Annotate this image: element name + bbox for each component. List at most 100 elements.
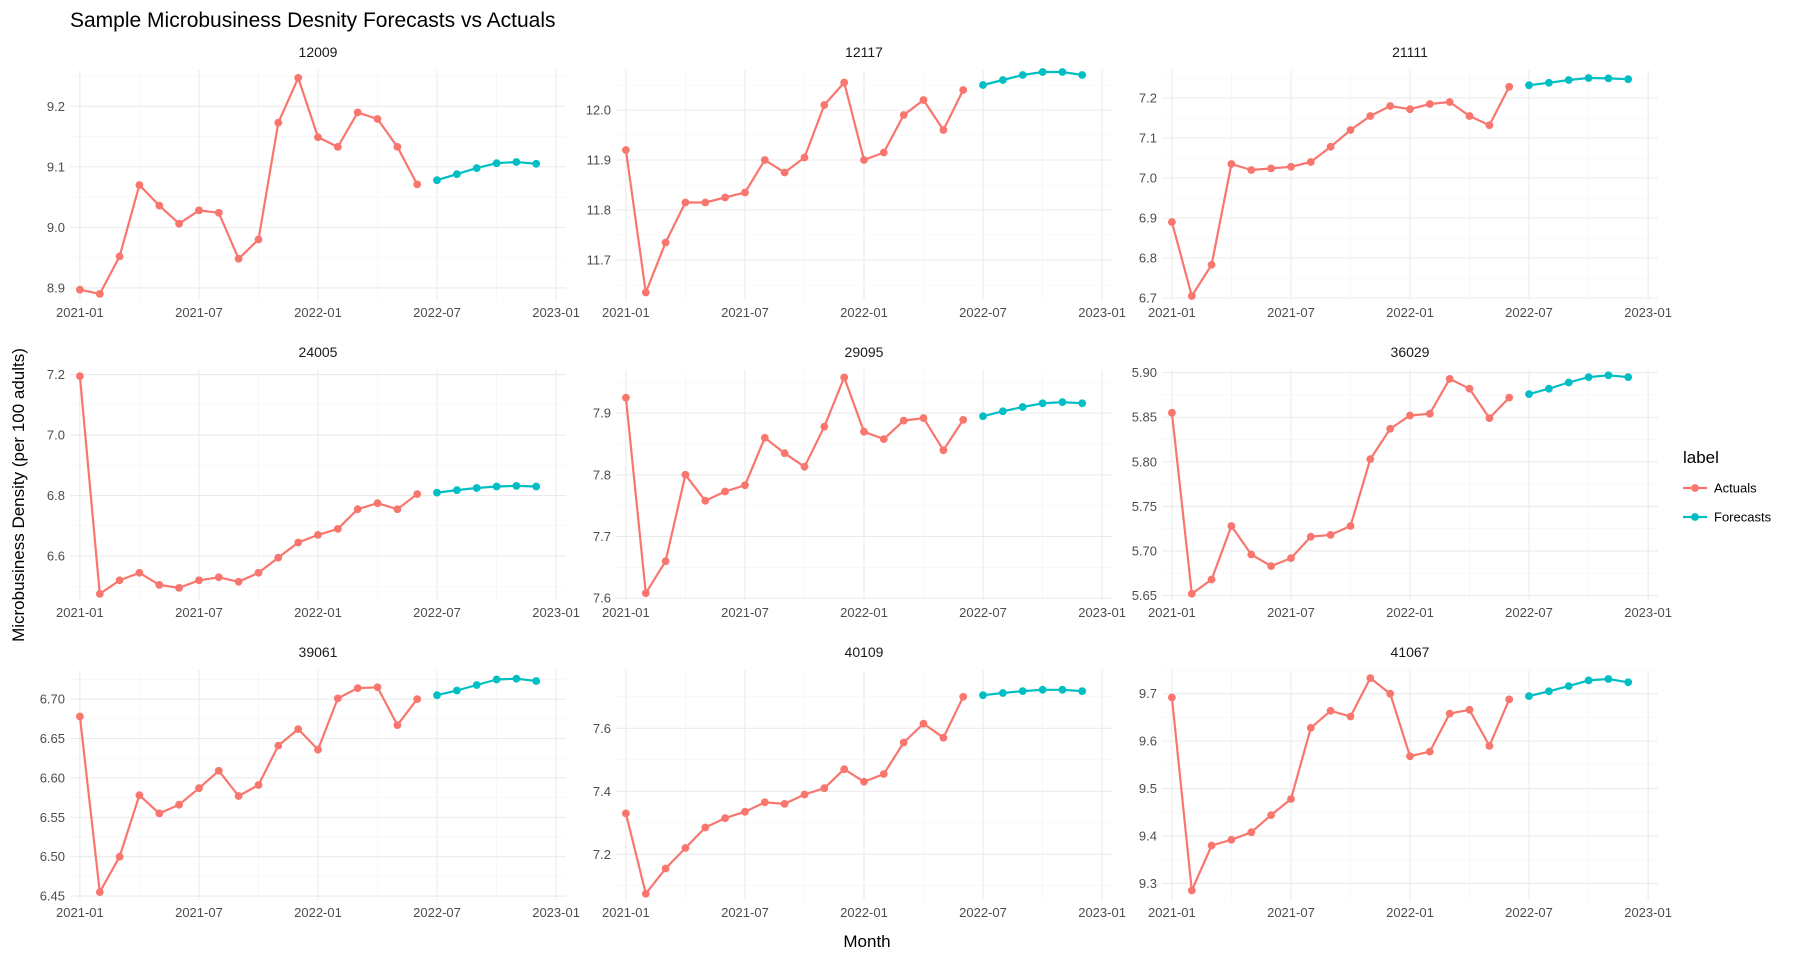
actuals-point (333, 694, 342, 703)
actuals-point (314, 133, 322, 142)
x-tick-label: 2022-01 (294, 305, 342, 320)
actuals-point (1267, 811, 1275, 819)
actuals-point (1386, 689, 1395, 698)
actuals-point (899, 738, 908, 747)
actuals-point (1445, 98, 1454, 106)
actuals-point (800, 790, 809, 799)
actuals-point (760, 798, 769, 807)
legend-key-point (1691, 484, 1699, 492)
x-tick-label: 2021-01 (56, 605, 104, 620)
forecasts-point (1545, 384, 1553, 393)
actuals-point (1366, 455, 1375, 463)
actuals-point (234, 577, 243, 586)
actuals-point (294, 725, 303, 733)
actuals-point (879, 435, 888, 443)
actuals-point (1406, 105, 1414, 114)
actuals-point (1485, 121, 1494, 130)
forecasts-point (472, 484, 481, 492)
y-tick-label: 9.0 (47, 220, 65, 235)
x-tick-label: 2021-01 (602, 905, 650, 920)
actuals-point (780, 168, 789, 177)
actuals-point (314, 745, 322, 754)
forecasts-point (532, 482, 541, 491)
forecasts-point (492, 159, 501, 168)
y-tick-label: 11.8 (587, 203, 611, 218)
actuals-point (155, 581, 164, 589)
x-tick-label: 2023-01 (1078, 905, 1126, 920)
forecasts-point (1078, 71, 1087, 79)
forecasts-point (979, 81, 987, 89)
y-tick-label: 7.8 (593, 467, 611, 482)
forecasts-point (999, 407, 1007, 416)
forecasts-point (532, 159, 541, 168)
facet-label: 39061 (299, 644, 338, 660)
x-tick-label: 2021-01 (56, 305, 104, 320)
actuals-point (175, 219, 184, 228)
actuals-point (413, 180, 422, 189)
actuals-line (624, 696, 965, 895)
facet-label: 40109 (845, 644, 884, 660)
forecasts-point (1624, 373, 1633, 381)
forecasts-point (1624, 678, 1633, 687)
actuals-point (1386, 424, 1395, 433)
facet-label: 12009 (299, 44, 338, 60)
forecasts-point (1525, 81, 1533, 90)
actuals-line (1170, 676, 1511, 892)
y-tick-label: 5.85 (1132, 410, 1157, 425)
actuals-point (939, 446, 948, 455)
actuals-point (860, 777, 868, 786)
actuals-point (641, 589, 650, 598)
y-tick-label: 6.7 (1139, 291, 1157, 306)
actuals-point (939, 733, 948, 742)
actuals-line (1170, 377, 1510, 595)
actuals-point (1207, 260, 1216, 269)
actuals-point (939, 126, 948, 134)
y-tick-label: 6.60 (40, 770, 65, 785)
actuals-point (800, 462, 809, 471)
actuals-point (681, 198, 690, 207)
forecasts-point (979, 691, 987, 700)
actuals-point (899, 111, 908, 119)
forecasts-point (1018, 71, 1027, 79)
y-tick-label: 11.9 (587, 153, 611, 168)
actuals-point (234, 254, 243, 263)
forecasts-line (436, 484, 537, 494)
actuals-point (373, 683, 382, 692)
y-tick-label: 7.2 (593, 847, 611, 862)
actuals-point (1287, 162, 1295, 171)
x-tick-label: 2021-07 (721, 905, 769, 920)
x-tick-label: 2022-07 (413, 605, 461, 620)
actuals-point (721, 487, 729, 496)
actuals-point (681, 470, 690, 479)
facet-label: 24005 (299, 344, 338, 360)
forecasts-point (1564, 682, 1573, 690)
actuals-point (95, 888, 104, 896)
x-tick-label: 2021-01 (1148, 305, 1196, 320)
y-tick-label: 7.7 (593, 529, 611, 544)
actuals-point (1267, 562, 1275, 570)
actuals-point (1346, 126, 1355, 134)
actuals-point (274, 741, 283, 750)
actuals-point (135, 791, 144, 800)
actuals-point (1326, 142, 1335, 151)
actuals-point (701, 496, 710, 505)
actuals-point (721, 814, 729, 822)
actuals-point (373, 115, 382, 123)
actuals-point (1207, 841, 1216, 850)
y-tick-label: 7.9 (593, 406, 611, 421)
x-tick-label: 2021-01 (1148, 905, 1196, 920)
x-tick-label: 2022-01 (1386, 905, 1434, 920)
actuals-point (860, 427, 868, 436)
y-tick-label: 9.4 (1139, 828, 1157, 843)
y-tick-label: 6.8 (1139, 251, 1157, 266)
actuals-point (393, 721, 402, 729)
actuals-point (661, 557, 670, 566)
actuals-point (294, 538, 303, 547)
actuals-point (1306, 158, 1315, 166)
forecasts-point (1018, 403, 1027, 411)
actuals-point (919, 414, 928, 422)
actuals-point (741, 188, 749, 197)
legend-label: Forecasts (1714, 510, 1772, 525)
x-tick-label: 2023-01 (1624, 305, 1672, 320)
